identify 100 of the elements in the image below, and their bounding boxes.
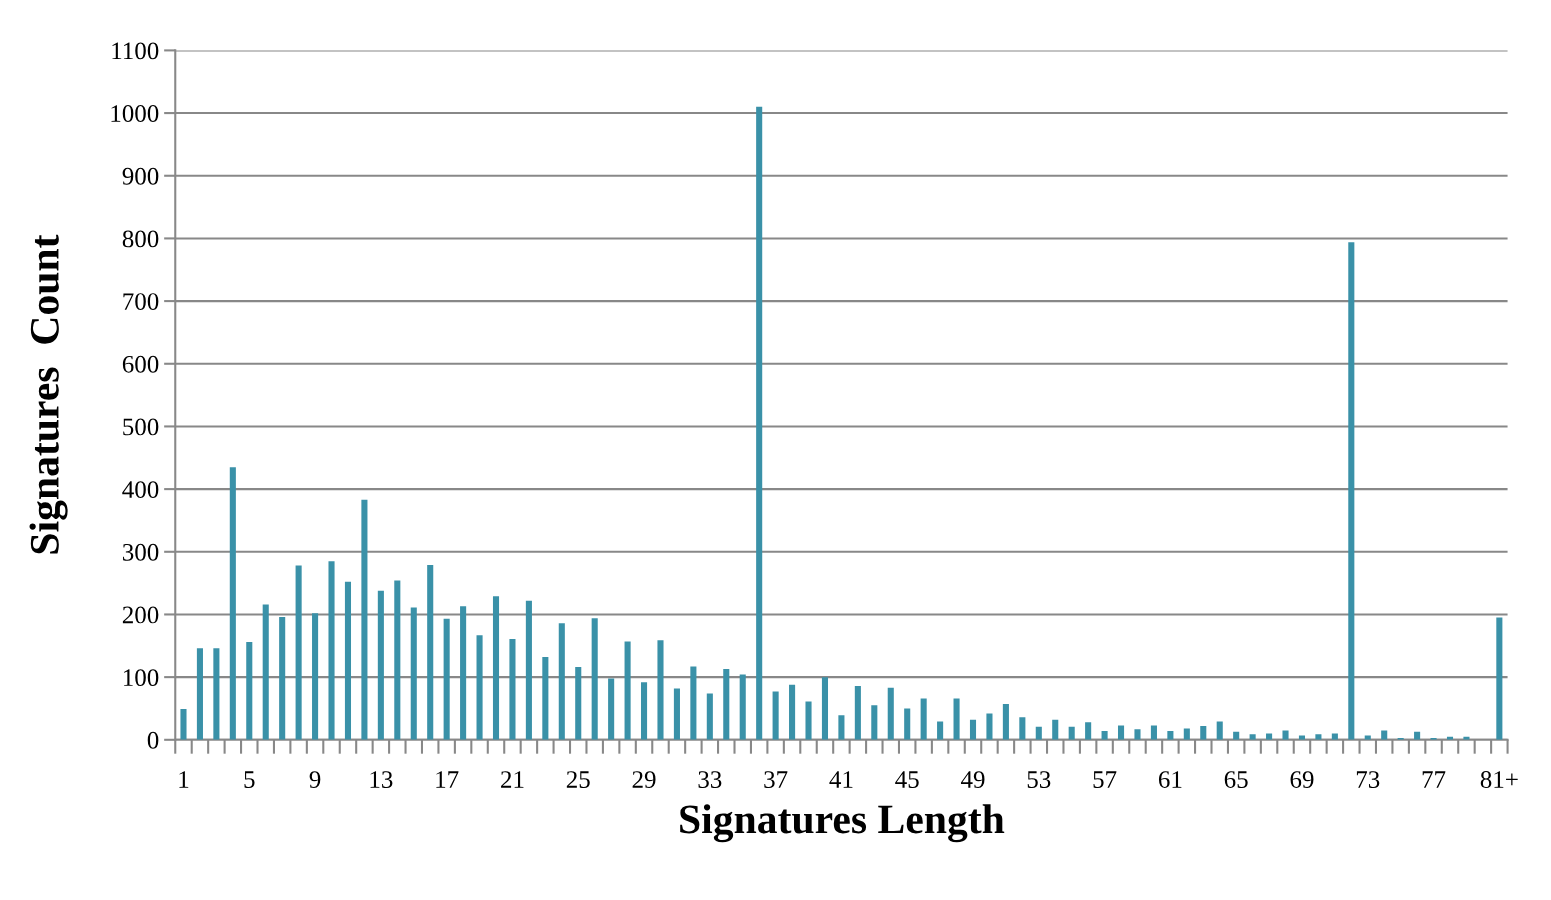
- y-tick-label: 100: [123, 669, 159, 687]
- bar: [953, 698, 960, 740]
- y-axis-title: Signatures Count: [29, 234, 68, 554]
- x-axis-title: Signatures Length: [680, 804, 1005, 843]
- bar: [1150, 725, 1157, 740]
- y-tick-label: 900: [122, 167, 159, 185]
- x-tick-label: 5: [244, 771, 255, 788]
- bar: [1348, 242, 1355, 740]
- bar: [673, 688, 680, 740]
- bar: [690, 666, 697, 740]
- bar: [558, 623, 565, 740]
- bar: [295, 565, 302, 740]
- bar: [1200, 726, 1207, 740]
- bar: [608, 678, 615, 740]
- x-tick-label: 41: [829, 771, 853, 788]
- x-tick-label: 77: [1422, 771, 1446, 788]
- bar: [1068, 726, 1075, 740]
- bar: [706, 693, 713, 740]
- bar: [854, 685, 861, 740]
- bar: [887, 687, 894, 740]
- bar: [772, 691, 779, 740]
- x-tick-label: 73: [1356, 771, 1380, 788]
- y-tick-label: 0: [147, 731, 159, 749]
- x-tick-label: 33: [698, 771, 722, 788]
- bar: [246, 642, 253, 740]
- y-tick-label: 700: [123, 293, 159, 311]
- bar: [1134, 729, 1141, 740]
- bar: [838, 715, 845, 740]
- y-tick-label: 500: [123, 418, 159, 436]
- bar: [1019, 717, 1026, 740]
- bar: [789, 684, 796, 740]
- x-tick-label: 53: [1027, 771, 1051, 788]
- bar: [986, 713, 993, 740]
- x-tick-label: 29: [632, 771, 656, 788]
- bar: [937, 721, 944, 740]
- bar: [821, 677, 829, 740]
- bar: [1381, 730, 1388, 740]
- bar: [1216, 721, 1223, 740]
- bar: [213, 648, 220, 740]
- bar: [525, 600, 532, 740]
- bar: [361, 499, 368, 740]
- bar: [427, 564, 434, 740]
- bar: [509, 638, 516, 740]
- bar: [904, 708, 911, 740]
- bar: [312, 613, 319, 740]
- bar: [657, 640, 664, 740]
- bar: [871, 705, 878, 740]
- x-tick-label: 81+: [1480, 771, 1518, 788]
- bar: [739, 674, 746, 740]
- y-tick-label: 1100: [112, 42, 159, 60]
- bar: [641, 682, 648, 740]
- bar: [443, 618, 450, 740]
- bar: [262, 604, 269, 740]
- bar: [196, 648, 203, 740]
- x-tick-label: 17: [436, 771, 459, 788]
- x-tick-label: 37: [764, 771, 788, 788]
- bar: [476, 635, 483, 740]
- x-tick-label: 65: [1224, 771, 1248, 788]
- bar: [410, 607, 417, 740]
- bar: [460, 606, 467, 740]
- bar: [1282, 730, 1289, 740]
- y-tick-label: 400: [122, 481, 159, 499]
- bar: [1052, 719, 1059, 740]
- bar: [1496, 617, 1503, 740]
- x-tick-label: 9: [309, 771, 321, 788]
- bar: [969, 719, 977, 740]
- x-tick-label: 21: [501, 771, 524, 788]
- x-tick-label: 69: [1290, 771, 1314, 788]
- bar: [344, 581, 352, 740]
- bar: [723, 668, 730, 740]
- bar: [542, 657, 549, 740]
- bar: [1167, 731, 1174, 740]
- x-tick-label: 25: [566, 771, 590, 788]
- bar: [492, 596, 500, 740]
- x-tick-label: 57: [1093, 771, 1117, 788]
- bar: [756, 106, 763, 740]
- bar: [328, 561, 335, 740]
- y-tick-label: 1000: [111, 105, 159, 122]
- y-tick-label: 200: [122, 606, 159, 624]
- y-tick-label: 300: [122, 543, 159, 561]
- x-tick-label: 61: [1158, 771, 1182, 788]
- bar: [1035, 726, 1042, 740]
- x-tick-label: 13: [370, 771, 393, 788]
- bar: [1101, 731, 1108, 740]
- x-tick-label: 45: [895, 771, 919, 788]
- bar: [1117, 725, 1125, 740]
- bar: [920, 698, 927, 740]
- bar: [377, 590, 384, 740]
- bar: [624, 641, 631, 740]
- bar: [1085, 722, 1092, 740]
- x-tick-label: 49: [960, 771, 985, 788]
- bar: [394, 580, 401, 740]
- bar: [229, 467, 236, 740]
- bar: [591, 618, 598, 740]
- bar: [180, 709, 187, 740]
- y-tick-label: 600: [122, 355, 159, 373]
- bar: [1002, 704, 1009, 740]
- bar: [575, 667, 582, 740]
- y-tick-label: 800: [122, 230, 159, 248]
- x-tick-label: 1: [179, 771, 189, 788]
